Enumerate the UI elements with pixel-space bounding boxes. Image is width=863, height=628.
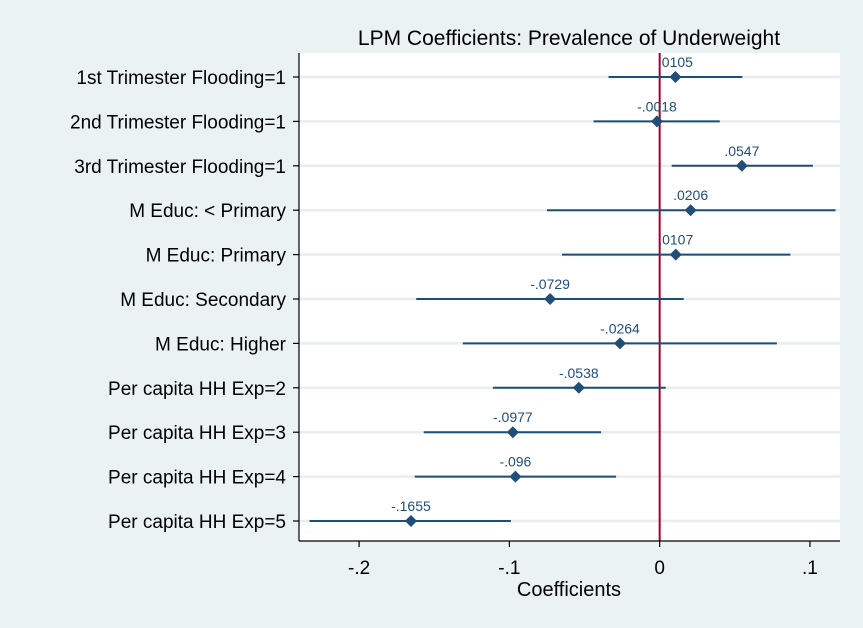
category-label: 3rd Trimester Flooding=1 — [74, 157, 286, 178]
value-label: -.0538 — [559, 365, 599, 381]
point-estimate-marker — [506, 426, 519, 439]
value-label: -.0977 — [493, 409, 533, 425]
value-label: -.0729 — [530, 276, 570, 292]
axes — [293, 53, 840, 547]
category-label: M Educ: Higher — [155, 334, 287, 355]
chart-title: LPM Coefficients: Prevalence of Underwei… — [358, 27, 780, 50]
value-label: -.096 — [499, 454, 531, 470]
point-estimate-marker — [572, 381, 585, 394]
value-label: -.0264 — [600, 320, 640, 336]
x-tick-label: .1 — [802, 558, 818, 579]
value-label: .0105 — [658, 54, 693, 70]
category-label: Per capita HH Exp=2 — [108, 379, 286, 400]
plot-area — [299, 53, 840, 541]
x-tick-label: 0 — [654, 558, 665, 579]
category-label: 2nd Trimester Flooding=1 — [70, 112, 286, 133]
value-label: .0206 — [673, 187, 708, 203]
point-estimate-marker — [650, 115, 663, 128]
category-label: M Educ: < Primary — [129, 201, 286, 222]
category-label: Per capita HH Exp=3 — [108, 423, 286, 444]
category-label: M Educ: Secondary — [120, 290, 286, 311]
category-label: Per capita HH Exp=5 — [108, 512, 286, 533]
value-label: -.1655 — [391, 498, 431, 514]
category-label: 1st Trimester Flooding=1 — [76, 68, 286, 89]
category-labels: 1st Trimester Flooding=1 2nd Trimester Fl… — [70, 68, 287, 533]
point-estimate-marker — [544, 293, 557, 305]
x-axis-title: Coefficients — [517, 579, 621, 601]
category-label: Per capita HH Exp=4 — [108, 468, 286, 489]
point-estimates — [404, 71, 748, 527]
point-estimate-marker — [669, 71, 682, 83]
value-labels: .0105 -.0018 .0547 .0206 .0107 -.0729 -.0264 -.… — [391, 54, 759, 514]
value-label: -.0018 — [637, 98, 677, 114]
x-tick-labels: -.2 -.1 0 .1 — [348, 558, 818, 579]
point-estimate-marker — [509, 470, 522, 483]
x-tick-label: -.2 — [348, 558, 370, 579]
value-label: .0547 — [724, 143, 759, 159]
category-label: M Educ: Primary — [146, 246, 287, 267]
point-estimate-marker — [613, 337, 626, 350]
point-estimate-marker — [684, 204, 697, 217]
value-label: .0107 — [658, 232, 693, 248]
point-estimate-marker — [669, 248, 682, 261]
x-tick-label: -.1 — [498, 558, 520, 579]
point-estimate-marker — [404, 515, 417, 527]
point-estimate-marker — [735, 159, 748, 172]
